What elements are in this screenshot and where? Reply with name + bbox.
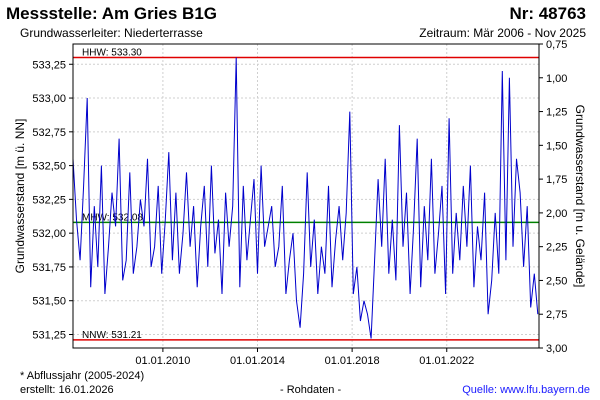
y-tick-label-right: 2,00: [546, 208, 567, 220]
y-tick-label-right: 2,25: [546, 242, 567, 254]
aquifer-label: Grundwasserleiter: Niederterrasse: [20, 26, 203, 40]
y-tick-label-right: 2,50: [546, 275, 567, 287]
y-axis-label-right: Grundwasserstand [m u. Gelände]: [573, 105, 587, 288]
y-tick-label-right: 1,50: [546, 140, 567, 152]
groundwater-series-line: [72, 57, 539, 339]
period-label: Zeitraum: Mär 2006 - Nov 2025: [419, 26, 586, 40]
station-number: Nr: 48763: [509, 4, 586, 23]
x-tick-label: 01.01.2022: [419, 355, 474, 367]
y-axis-label-left: Grundwasserstand [m ü. NN]: [13, 119, 27, 274]
created-date: erstellt: 16.01.2026: [20, 384, 114, 396]
page-title: Messstelle: Am Gries B1G: [6, 4, 218, 23]
footnote: * Abflussjahr (2005-2024): [20, 370, 145, 382]
plot-frame: [72, 43, 540, 349]
y-tick-label-right: 1,00: [546, 73, 567, 85]
y-tick-label-right: 1,25: [546, 107, 567, 119]
x-tick-label: 01.01.2010: [135, 355, 190, 367]
y-tick-label-right: 0,75: [546, 39, 567, 51]
reference-line-label: HHW: 533.30: [82, 48, 142, 59]
raw-data-note: - Rohdaten -: [280, 384, 342, 396]
y-tick-label-left: 533,00: [32, 93, 66, 105]
ticks: 531,25 531,50 531,75 532,00 532,25 532,50 532,…: [32, 39, 567, 367]
y-tick-label-right: 2,75: [546, 309, 567, 321]
y-tick-label-right: 3,00: [546, 343, 567, 355]
y-tick-label-left: 532,75: [32, 127, 66, 139]
reference-line-label: MHW: 532.08: [82, 212, 143, 223]
y-tick-label-left: 531,25: [32, 329, 66, 341]
y-tick-label-left: 532,00: [32, 228, 66, 240]
reference-line-label: NNW: 531.21: [82, 330, 142, 341]
y-tick-label-left: 532,25: [32, 194, 66, 206]
source-link[interactable]: Quelle: www.lfu.bayern.de: [462, 384, 590, 396]
y-tick-label-left: 533,25: [32, 59, 66, 71]
y-tick-label-left: 531,50: [32, 296, 66, 308]
y-tick-label-left: 531,75: [32, 262, 66, 274]
x-tick-label: 01.01.2018: [325, 355, 380, 367]
y-tick-label-right: 1,75: [546, 174, 567, 186]
x-tick-label: 01.01.2014: [230, 355, 285, 367]
y-tick-label-left: 532,50: [32, 161, 66, 173]
